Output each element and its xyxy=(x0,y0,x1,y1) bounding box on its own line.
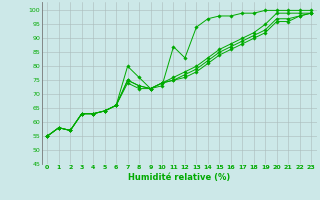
X-axis label: Humidité relative (%): Humidité relative (%) xyxy=(128,173,230,182)
